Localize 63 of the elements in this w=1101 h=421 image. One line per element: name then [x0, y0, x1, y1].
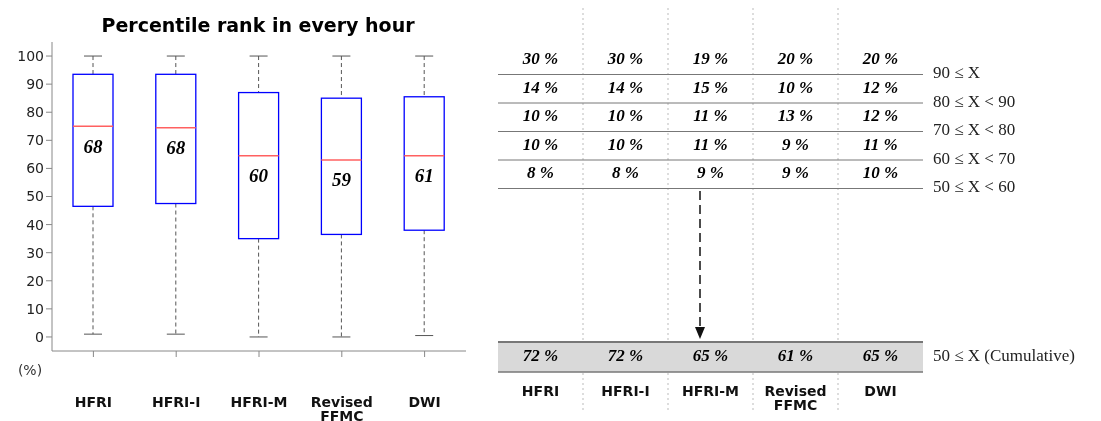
x-tick-label: HFRI-M — [230, 393, 288, 410]
y-tick-label: 0 — [35, 328, 44, 345]
category-label: HFRI-I — [601, 382, 650, 399]
text: 50 ≤ X < 60 — [933, 177, 1016, 197]
text: 15 % — [692, 77, 729, 97]
text: 50 ≤ X (Cumulative) — [933, 345, 1076, 365]
text: 80 ≤ X < 90 — [933, 91, 1016, 111]
annotation: 59 — [331, 169, 352, 191]
text: 61 % — [777, 345, 814, 365]
x-tick-label: DWI — [408, 393, 441, 410]
text: 72 % — [607, 345, 644, 365]
text: 20 % — [776, 49, 814, 69]
annotation: 68 — [166, 137, 186, 159]
text: 13 % — [777, 106, 814, 126]
y-tick-label: 70 — [26, 132, 44, 149]
text: 10 % — [522, 134, 559, 154]
text: 14 % — [522, 77, 559, 97]
annotation: 68 — [83, 135, 103, 157]
text: 10 % — [607, 134, 644, 154]
text: 11 % — [863, 134, 898, 154]
text: 30 % — [606, 49, 644, 69]
text: 10 % — [522, 106, 559, 126]
text: 65 % — [692, 345, 729, 365]
y-axis-title: (%) — [17, 362, 43, 378]
category-label: HFRI — [521, 382, 560, 399]
x-tick-label: HFRI — [74, 393, 113, 410]
y-tick-label: 20 — [26, 272, 44, 289]
text: 14 % — [607, 77, 644, 97]
text: 30 % — [521, 49, 559, 69]
text: 10 % — [862, 163, 899, 183]
y-tick-label: 40 — [26, 216, 44, 233]
text: 65 % — [862, 345, 899, 365]
text: 90 ≤ X — [933, 63, 981, 83]
y-tick-label: 10 — [26, 300, 44, 317]
annotation: 60 — [249, 165, 269, 187]
annotation: 61 — [414, 165, 434, 187]
category-label: HFRI-M — [681, 382, 740, 399]
x-tick-label: Revised FFMC — [310, 393, 373, 421]
text: 12 % — [862, 77, 899, 97]
text: 60 ≤ X < 70 — [933, 148, 1016, 168]
y-tick-label: 30 — [26, 244, 44, 261]
text: 8 % — [612, 163, 639, 183]
text: 70 ≤ X < 80 — [933, 120, 1016, 140]
text: 9 % — [782, 163, 809, 183]
text: 10 % — [607, 106, 644, 126]
text: 19 % — [692, 49, 729, 69]
text: 11 % — [693, 106, 728, 126]
text: 10 % — [777, 77, 814, 97]
category-label: DWI — [864, 382, 897, 399]
text: 72 % — [522, 345, 559, 365]
y-tick-label: 60 — [26, 160, 44, 177]
text: 20 % — [861, 49, 899, 69]
text: 12 % — [862, 106, 899, 126]
y-tick-label: 90 — [26, 76, 44, 93]
y-tick-label: 100 — [17, 48, 44, 65]
text: 8 % — [527, 163, 554, 183]
x-tick-label: HFRI-I — [152, 393, 201, 410]
text: 11 % — [693, 134, 728, 154]
text: 9 % — [697, 163, 724, 183]
text: 9 % — [782, 134, 809, 154]
y-tick-label: 50 — [26, 188, 44, 205]
y-tick-label: 80 — [26, 104, 44, 121]
chart-title: Percentile rank in every hour — [100, 14, 416, 36]
